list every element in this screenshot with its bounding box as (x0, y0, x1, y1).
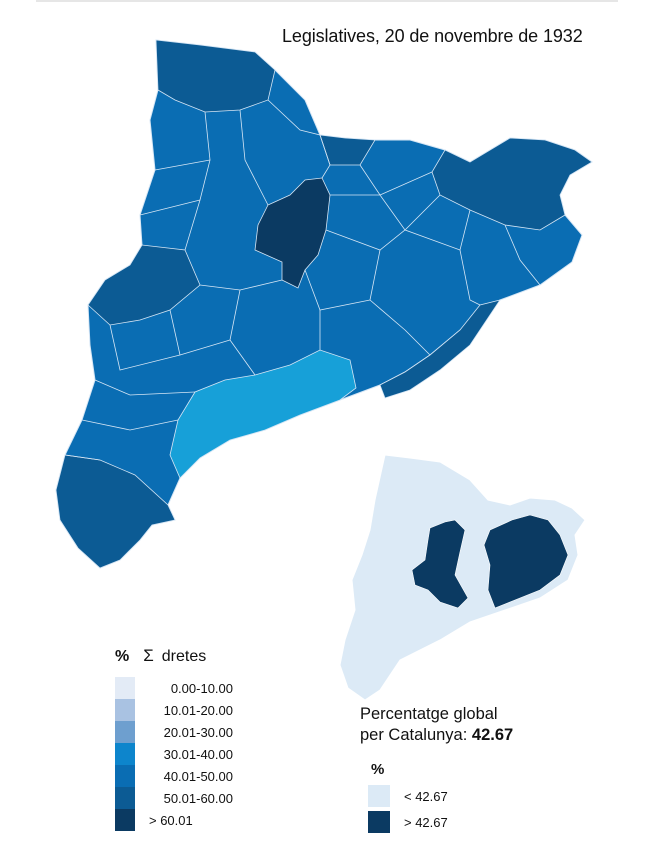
inset-region-dark-west (411, 519, 469, 609)
legend-range: 50.01-60.00 (163, 791, 233, 806)
map-title: Legislatives, 20 de novembre de 1932 (282, 26, 583, 46)
legend-item: 0.00-10.00 (115, 677, 275, 699)
region-west (87, 244, 201, 326)
legend-range: 40.01-50.00 (163, 769, 233, 784)
legend-swatch (115, 787, 135, 809)
global-percentage: Percentatge global per Catalunya: 42.67 (360, 704, 513, 746)
legend-swatch (115, 721, 135, 743)
legend-swatch (115, 765, 135, 787)
legend-item: 30.01-40.00 (115, 743, 275, 765)
region-dark-center (254, 177, 331, 289)
legend2-swatch (368, 785, 390, 807)
legend-item: 40.01-50.00 (115, 765, 275, 787)
inset-region-dark-east (483, 514, 569, 609)
legend2-item: < 42.67 (368, 785, 488, 807)
global-value: 42.67 (471, 726, 514, 744)
region-coast-light (169, 349, 357, 479)
legend-unit: % (115, 648, 130, 665)
legend-range: > 60.01 (149, 813, 193, 828)
legend-range: 20.01-30.00 (163, 725, 233, 740)
legend2-swatch (368, 811, 390, 833)
legend-range: 10.01-20.00 (163, 703, 233, 718)
legend-swatch (115, 699, 135, 721)
legend-swatch (115, 809, 135, 831)
region-north (155, 39, 276, 113)
legend-swatch (115, 677, 135, 699)
global-line2: per Catalunya: (360, 726, 468, 744)
sigma-symbol: Σ (143, 646, 154, 665)
legend-item: 10.01-20.00 (115, 699, 275, 721)
legend2-unit: % (371, 761, 385, 778)
region-south (55, 454, 176, 569)
top-rule (36, 0, 618, 2)
legend-item: > 60.01 (115, 809, 275, 831)
region-coast-center (379, 299, 501, 399)
legend-item: 20.01-30.00 (115, 721, 275, 743)
legend-item: 50.01-60.00 (115, 787, 275, 809)
legend-swatch (115, 743, 135, 765)
district-borders (64, 99, 541, 461)
inset-catalonia-outline (339, 454, 586, 701)
legend-label: dretes (161, 648, 207, 665)
legend2-item: > 42.67 (368, 811, 488, 833)
legend2-range: < 42.67 (404, 789, 448, 804)
legend2-range: > 42.67 (404, 815, 448, 830)
region-east (431, 137, 593, 231)
legend-range: 0.00-10.00 (170, 681, 233, 696)
global-line1: Percentatge global (360, 705, 498, 723)
legend-range: 30.01-40.00 (163, 747, 233, 762)
